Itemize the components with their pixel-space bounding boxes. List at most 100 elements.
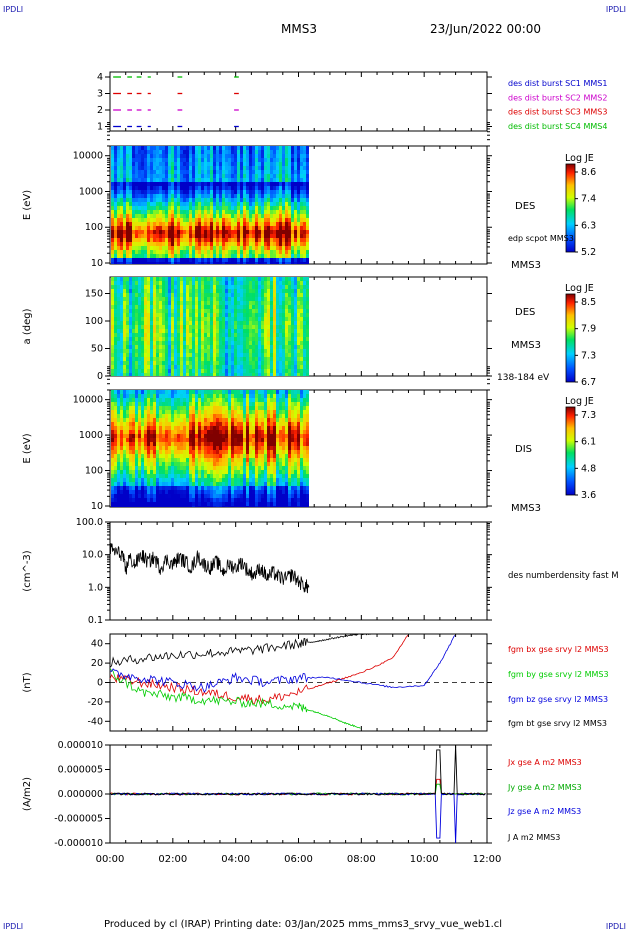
panel-2-label: DES: [515, 307, 535, 318]
density-line: [109, 543, 310, 594]
panel-6-ytick-label: 0.000010: [58, 740, 103, 751]
xtick-label: 08:00: [347, 854, 376, 865]
panel-1-label: DES: [515, 201, 535, 212]
panel-4-ytick-label: 10.0: [82, 550, 103, 561]
corner-tr: IPDLI: [605, 5, 626, 14]
corner-tl: IPDLI: [3, 5, 24, 14]
footer: Produced by cl (IRAP) Printing date: 03/…: [104, 919, 503, 930]
panel-0-ytick-label: 1: [97, 122, 103, 133]
panel-1-colorbar-label: 8.6: [581, 167, 596, 178]
current-legend-3: Jz gse A m2 MMS3: [507, 807, 581, 816]
panel-3-colorbar-label: 3.6: [581, 490, 596, 501]
panel-3-colorbar-label: 7.3: [581, 410, 596, 421]
xtick-label: 04:00: [221, 854, 250, 865]
panel-2-energy-range: 138-184 eV: [497, 373, 550, 383]
panel-1-ytick-label: 10: [91, 258, 103, 269]
panel-2-colorbar-label: 6.7: [581, 377, 596, 388]
xtick-label: 06:00: [284, 854, 313, 865]
corner-bl: IPDLI: [3, 922, 24, 931]
panel-6-ytick-label: 0.000005: [58, 765, 103, 776]
panel-4-ylabel: (cm^-3): [22, 550, 33, 591]
panel-3-ytick-label: 100: [85, 466, 103, 477]
panel-2-colorbar-label: 8.5: [581, 297, 596, 308]
panel-6-ytick-label: -0.000010: [54, 838, 103, 849]
panel-2-ytick-label: 50: [91, 344, 103, 355]
panel-2-colorbar: [565, 293, 576, 383]
panel-4-ytick-label: 1.0: [88, 582, 103, 593]
panel-2-ylabel: a (deg): [22, 308, 33, 344]
current-line-3: [109, 792, 486, 844]
current-legend-2: Jy gse A m2 MMS3: [507, 783, 582, 792]
panel-2-ytick-label: 0: [97, 371, 103, 382]
panel-5-ytick-label: -40: [87, 716, 103, 727]
current-legend-1: Jx gse A m2 MMS3: [507, 758, 582, 767]
current-line-4: [109, 744, 486, 796]
panel-3-heatmap: [111, 390, 309, 507]
corner-br: IPDLI: [605, 922, 626, 931]
panel-1-ytick-label: 1000: [79, 186, 103, 197]
bfield-legend-4: fgm bt gse srvy l2 MMS3: [508, 719, 607, 728]
panel-0-ytick-label: 2: [97, 105, 103, 116]
panel-2-ytick-label: 100: [85, 316, 103, 327]
timeline-legend-1: des dist burst SC1 MMS1: [508, 79, 607, 88]
panel-3-colorbar-label: 6.1: [581, 437, 596, 448]
bfield-line-4: [109, 633, 371, 668]
panel-1-ytick-label: 100: [85, 222, 103, 233]
panel-5-ylabel: (nT): [22, 672, 33, 692]
bfield-line-3: [109, 635, 456, 693]
panel-2-heatmap: [111, 277, 309, 376]
panel-2-ytick-label: 150: [85, 289, 103, 300]
panel-5-ytick-label: 40: [91, 639, 103, 650]
panel-3-label: DIS: [515, 444, 532, 455]
panel-3-ytick-label: 10000: [73, 395, 103, 406]
panel-5-ytick-label: 20: [91, 658, 103, 669]
bfield-legend-1: fgm bx gse srvy l2 MMS3: [508, 645, 609, 654]
spacecraft-title: MMS3: [281, 22, 317, 36]
timeline-legend-2: des dist burst SC2 MMS2: [508, 93, 607, 102]
panel-3-ytick-label: 10: [91, 501, 103, 512]
xtick-label: 12:00: [473, 854, 502, 865]
panel-3-colorbar: [565, 406, 576, 496]
panel-1-ytick-label: 10000: [73, 151, 103, 162]
bfield-legend-2: fgm by gse srvy l2 MMS3: [508, 670, 609, 679]
date-title: 23/Jun/2022 00:00: [430, 22, 542, 36]
panel-2-colorbar-label: 7.9: [581, 324, 596, 335]
panel-1-colorbar: [565, 163, 576, 253]
bfield-line-1: [109, 634, 409, 705]
panel-1-colorbar-label: 6.3: [581, 220, 596, 231]
panel-1-spacecraft: MMS3: [511, 260, 541, 271]
panel-0-ytick-label: 4: [97, 72, 103, 83]
panel-1-ylabel: E (eV): [22, 190, 33, 220]
density-legend: des numberdensity fast M: [508, 571, 619, 581]
panel-4-ytick-label: 0.1: [88, 615, 103, 626]
bfield-line-2: [109, 668, 361, 729]
panel-1-colorbar-label: 7.4: [581, 194, 596, 205]
panel-3-ytick-label: 1000: [79, 430, 103, 441]
bfield-legend-3: fgm bz gse srvy l2 MMS3: [508, 695, 608, 704]
panel-3-colorbar-label: 4.8: [581, 463, 596, 474]
panel-6-ytick-label: 0.000000: [58, 789, 103, 800]
panel-2-colorbar-label: 7.3: [581, 350, 596, 361]
current-line-1: [109, 778, 486, 796]
panel-4-frame: [109, 521, 488, 621]
panel-6-ylabel: (A/m2): [22, 777, 33, 811]
panel-3-colorbar-title: Log JE: [565, 396, 594, 407]
panel-0-frame: [109, 71, 488, 132]
xtick-label: 10:00: [410, 854, 439, 865]
panel-1-sublabel: edp scpot MMS3: [508, 234, 574, 243]
current-legend-4: J A m2 MMS3: [507, 833, 560, 842]
panel-3-ylabel: E (eV): [22, 433, 33, 463]
panel-2-spacecraft: MMS3: [511, 340, 541, 351]
panel-5-ytick-label: -20: [87, 697, 103, 708]
panel-1-colorbar-label: 5.2: [581, 247, 596, 258]
timeline-legend-3: des dist burst SC3 MMS3: [508, 108, 607, 117]
xtick-label: 02:00: [158, 854, 187, 865]
panel-2-colorbar-title: Log JE: [565, 283, 594, 294]
panel-4-ytick-label: 100.0: [76, 517, 103, 528]
panel-6-ytick-label: -0.000005: [54, 814, 103, 825]
panel-0-ytick-label: 3: [97, 89, 103, 100]
panel-3-spacecraft: MMS3: [511, 503, 541, 514]
timeline-legend-4: des dist burst SC4 MMS4: [508, 122, 607, 131]
panel-1-heatmap: [111, 146, 309, 264]
